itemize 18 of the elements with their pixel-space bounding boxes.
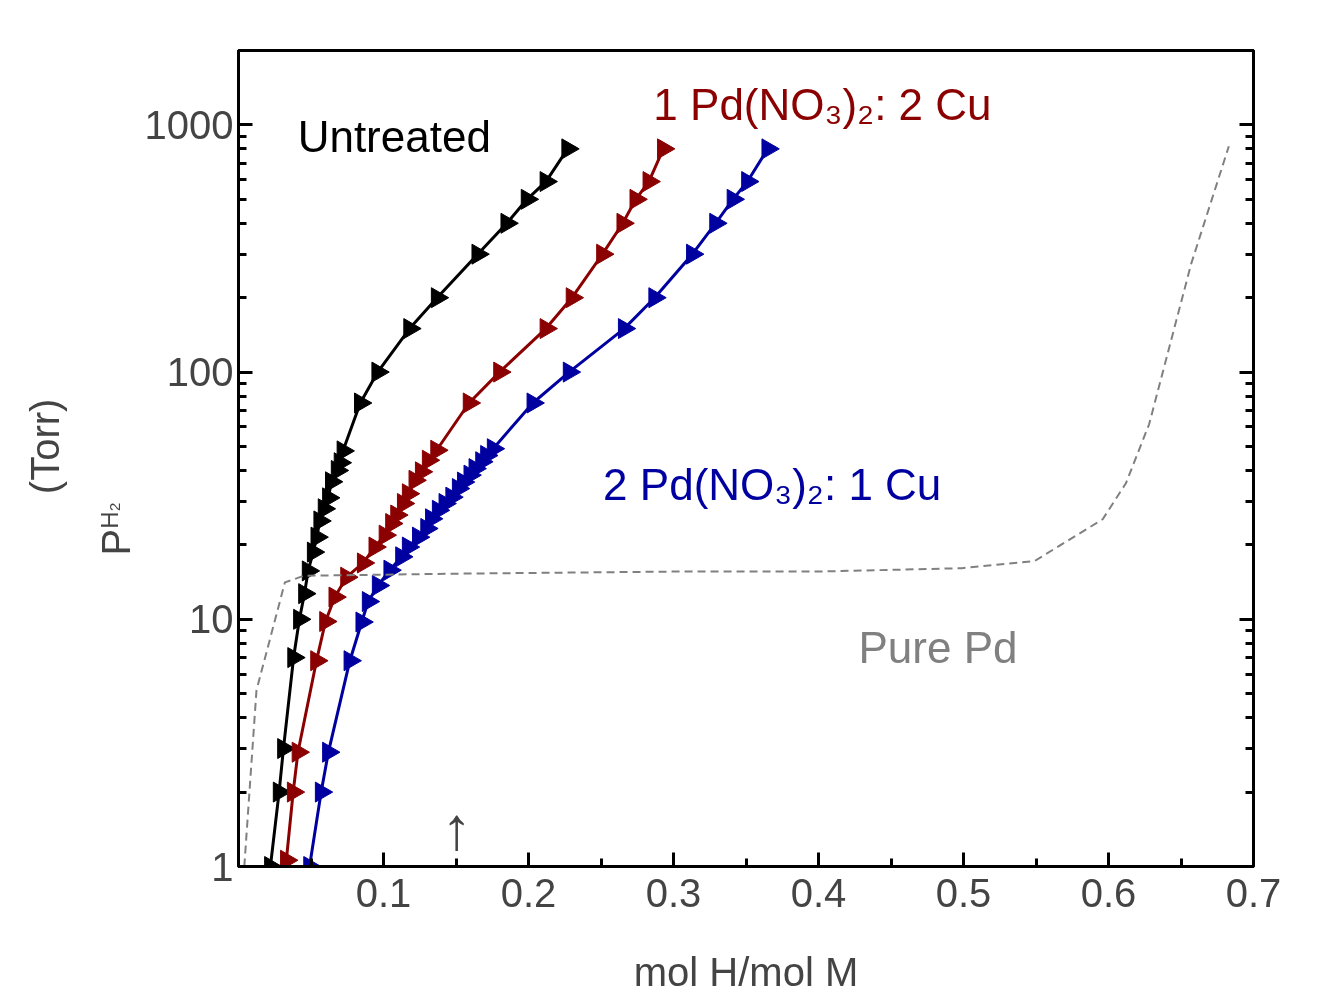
x-tick-label: 0.1 [355, 870, 412, 915]
x-tick-label: 0.7 [1225, 870, 1282, 915]
x-tick-label: 0.3 [645, 870, 702, 915]
series-label: 1 Pd(NO₃)₂: 2 Cu [653, 79, 992, 129]
x-tick-label: 0.5 [935, 870, 992, 915]
annotation: ↑ [441, 794, 472, 862]
y-tick-label: 1 [211, 844, 234, 889]
series-label: Untreated [297, 111, 491, 161]
series-label: 2 Pd(NO₃)₂: 1 Cu [603, 459, 942, 509]
x-tick-label: 0.4 [790, 870, 847, 915]
x-axis-title: mol H/mol M [633, 949, 859, 994]
text: PH₂ (Torr) [22, 398, 138, 556]
x-tick-label: 0.2 [500, 870, 557, 915]
y-tick-label: 1000 [144, 102, 234, 147]
y-tick-label: 100 [166, 350, 234, 395]
series-label: Pure Pd [858, 622, 1018, 672]
y-tick-label: 10 [189, 597, 234, 642]
x-tick-label: 0.6 [1080, 870, 1137, 915]
